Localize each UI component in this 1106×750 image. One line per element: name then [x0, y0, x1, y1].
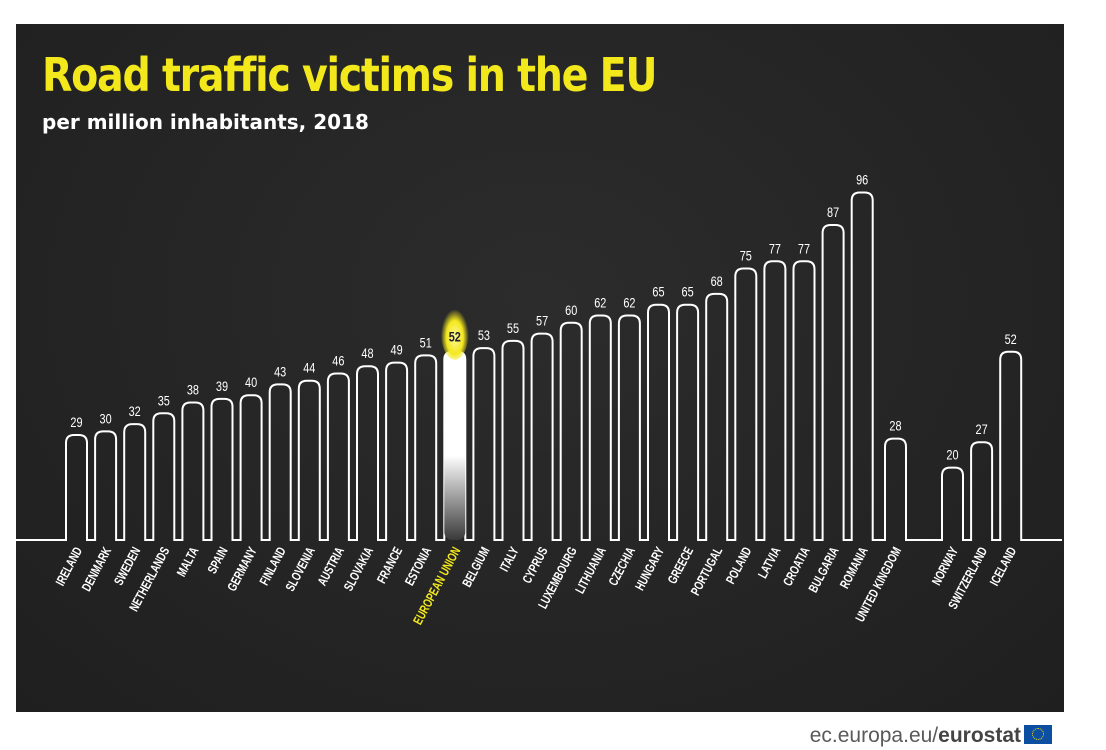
value-label: 44	[303, 360, 315, 376]
category-label: HUNGARY	[633, 545, 667, 593]
value-label: 55	[507, 321, 519, 337]
value-label: 77	[769, 241, 781, 257]
value-label: 27	[976, 422, 988, 438]
bar-italy	[503, 341, 524, 540]
bar-slovakia	[357, 366, 378, 540]
category-label: ITALY	[498, 545, 522, 574]
value-label: 38	[187, 382, 199, 398]
bar-lithuania	[590, 316, 611, 540]
bar-greece	[677, 305, 698, 540]
value-label: 60	[565, 303, 577, 319]
category-label: CZECHIA	[607, 545, 639, 588]
value-label: 53	[478, 328, 490, 344]
bar-malta	[182, 402, 203, 540]
category-label: LATVIA	[756, 545, 784, 581]
bar-poland	[735, 269, 756, 541]
bar-portugal	[706, 294, 727, 540]
category-label: ESTONIA	[403, 545, 435, 588]
value-label: 28	[889, 418, 901, 434]
bar-norway	[942, 468, 963, 540]
value-label: 48	[361, 346, 373, 362]
chart-subtitle: per million inhabitants, 2018	[42, 110, 369, 134]
category-label: GREECE	[666, 545, 697, 587]
bar-bulgaria	[823, 225, 844, 540]
bar-ireland	[66, 435, 87, 540]
category-label: SLOVAKIA	[342, 545, 377, 594]
value-label: 46	[332, 353, 344, 369]
value-label: 51	[420, 335, 432, 351]
value-label: 75	[740, 248, 752, 264]
bar-hungary	[648, 305, 669, 540]
bar-iceland	[1000, 352, 1021, 540]
category-label: GERMANY	[226, 545, 261, 594]
bar-sweden	[124, 424, 145, 540]
source-footer: ec.europa.eu/eurostat	[810, 724, 1052, 748]
bar-denmark	[95, 431, 116, 540]
value-label: 29	[70, 415, 82, 431]
value-label: 39	[216, 379, 228, 395]
bar-france	[386, 363, 407, 540]
bar-czechia	[619, 316, 640, 540]
value-label: 62	[594, 295, 606, 311]
value-label: 65	[682, 284, 694, 300]
value-label: 65	[652, 284, 664, 300]
value-label: 20	[946, 447, 958, 463]
value-label: 87	[827, 205, 839, 221]
category-label: AUSTRIA	[316, 545, 348, 588]
bar-spain	[212, 399, 233, 540]
source-site: ec.europa.eu/	[809, 724, 939, 747]
bar-croatia	[794, 261, 815, 540]
eu-flag-icon	[1024, 725, 1052, 744]
bar-slovenia	[299, 381, 320, 540]
category-label: FINLAND	[258, 545, 289, 588]
value-label: 43	[274, 364, 286, 380]
value-label: 49	[391, 342, 403, 358]
category-label: POLAND	[724, 545, 755, 586]
value-label: 52	[1005, 331, 1017, 347]
category-label: CYPRUS	[521, 545, 552, 586]
bar-cyprus	[532, 334, 553, 540]
category-label: SLOVENIA	[284, 545, 319, 594]
value-label: 52	[449, 329, 461, 345]
category-label: MALTA	[175, 545, 202, 579]
category-label: SWEDEN	[112, 545, 143, 588]
bar-estonia	[415, 355, 436, 540]
value-label: 62	[623, 295, 635, 311]
bar-finland	[270, 384, 291, 540]
value-label: 77	[798, 241, 810, 257]
bar-united-kingdom	[885, 439, 906, 540]
bar-romania	[852, 192, 873, 540]
category-label: SPAIN	[206, 545, 231, 576]
value-label: 35	[158, 393, 170, 409]
chart-title: Road traffic victims in the EU	[42, 48, 657, 102]
category-label: IRELAND	[54, 545, 86, 588]
category-label: BELGIUM	[461, 545, 493, 590]
chart-panel	[16, 24, 1064, 712]
category-label: ICELAND	[988, 545, 1020, 588]
source-brand: eurostat	[938, 724, 1021, 747]
category-label: NORWAY	[930, 545, 962, 588]
bar-belgium	[473, 348, 494, 540]
bar-netherlands	[153, 413, 174, 540]
bar-germany	[241, 395, 262, 540]
bar-latvia	[764, 261, 785, 540]
value-label: 68	[711, 274, 723, 290]
value-label: 30	[100, 411, 112, 427]
bar-european-union	[444, 351, 466, 540]
value-label: 32	[129, 404, 141, 420]
category-label: CROATIA	[781, 545, 813, 588]
bar-switzerland	[971, 442, 992, 540]
category-label: FRANCE	[375, 545, 406, 586]
bar-austria	[328, 373, 349, 540]
value-label: 57	[536, 313, 548, 329]
value-label: 96	[856, 172, 868, 188]
highlight-flame	[440, 303, 469, 360]
bar-luxembourg	[561, 323, 582, 540]
value-label: 40	[245, 375, 257, 391]
category-label: ROMANIA	[838, 545, 871, 591]
baseline-outline	[16, 191, 1062, 541]
